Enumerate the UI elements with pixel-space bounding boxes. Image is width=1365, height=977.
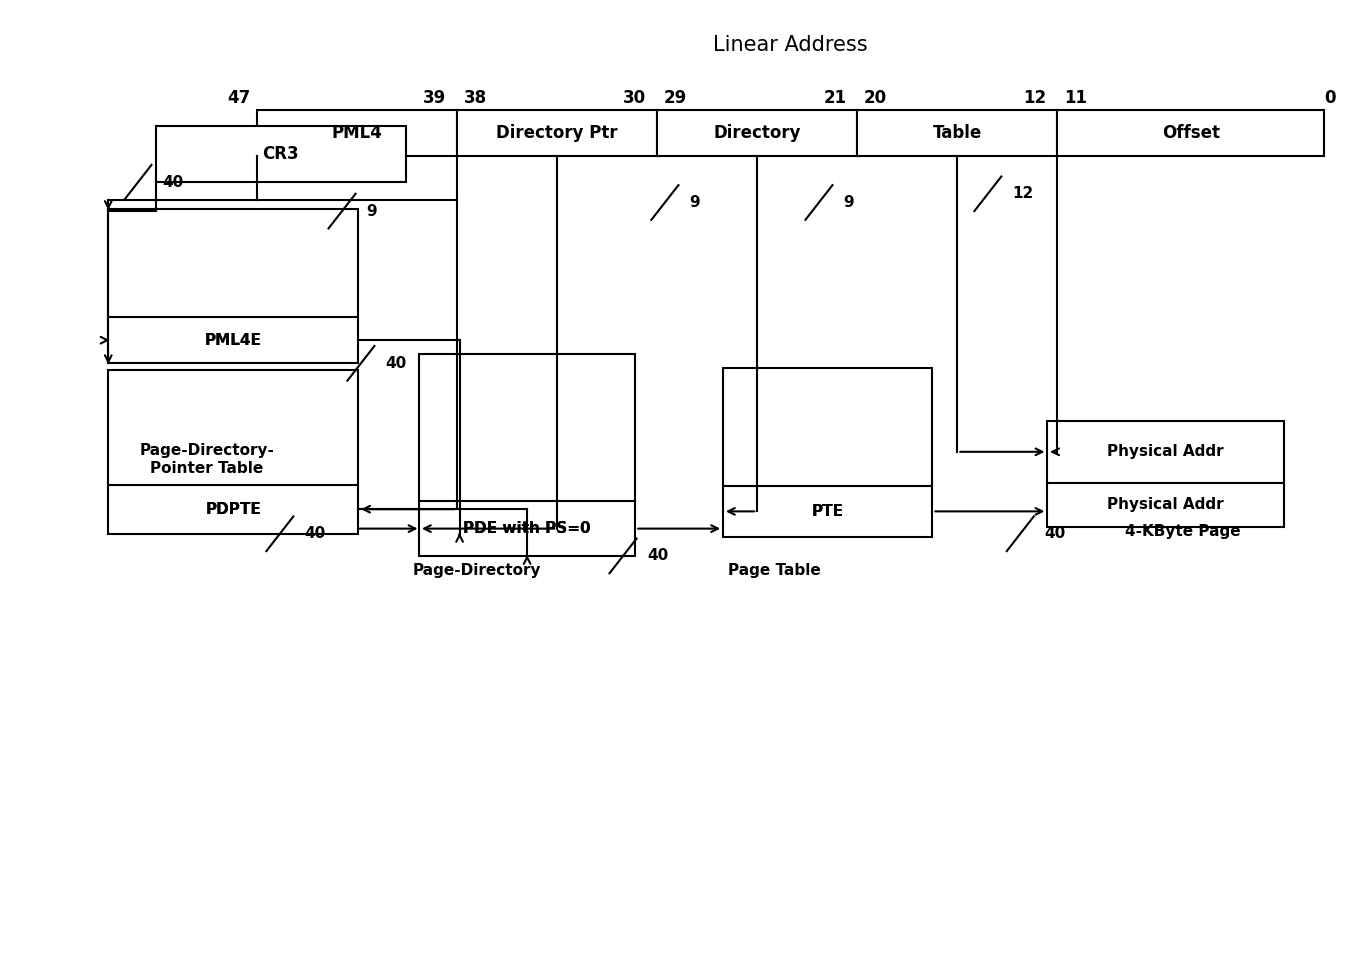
Text: 47: 47 <box>227 90 250 107</box>
Text: CR3: CR3 <box>262 146 299 163</box>
Text: 40: 40 <box>647 548 669 564</box>
Text: Table: Table <box>932 124 981 142</box>
Text: 40: 40 <box>385 356 407 371</box>
Text: 40: 40 <box>1044 527 1066 541</box>
Bar <box>457 110 657 156</box>
Bar <box>419 354 635 556</box>
Text: PDPTE: PDPTE <box>205 502 261 517</box>
Text: PML4E: PML4E <box>205 333 262 348</box>
Text: PML4: PML4 <box>332 124 382 142</box>
Text: Offset: Offset <box>1162 124 1220 142</box>
Text: 9: 9 <box>689 195 700 210</box>
Text: 12: 12 <box>1013 187 1033 201</box>
Text: PDPTE: PDPTE <box>205 502 261 517</box>
Text: Page Table: Page Table <box>728 563 820 577</box>
Text: PTE: PTE <box>812 504 844 519</box>
Text: 40: 40 <box>162 175 183 190</box>
Text: Page-Directory-
Pointer Table: Page-Directory- Pointer Table <box>139 444 274 476</box>
Bar <box>857 110 1058 156</box>
Text: 9: 9 <box>366 203 377 219</box>
Text: 4-KByte Page: 4-KByte Page <box>1125 525 1241 539</box>
Text: PTE: PTE <box>812 504 844 519</box>
Bar <box>108 370 358 533</box>
Text: Directory: Directory <box>714 124 801 142</box>
Text: 11: 11 <box>1065 90 1087 107</box>
Text: 9: 9 <box>844 195 854 210</box>
Text: 29: 29 <box>663 90 687 107</box>
Text: Physical Addr: Physical Addr <box>1107 445 1224 459</box>
Text: 12: 12 <box>1024 90 1047 107</box>
Bar <box>108 209 358 363</box>
Text: PDE with PS=0: PDE with PS=0 <box>463 521 591 536</box>
Text: Linear Address: Linear Address <box>714 35 868 56</box>
Text: 39: 39 <box>423 90 446 107</box>
Text: 30: 30 <box>624 90 647 107</box>
Bar <box>257 110 457 156</box>
Bar <box>657 110 857 156</box>
Text: 0: 0 <box>1324 90 1336 107</box>
Text: Directory Ptr: Directory Ptr <box>497 124 618 142</box>
Text: 38: 38 <box>464 90 487 107</box>
Text: Page-Directory: Page-Directory <box>412 563 542 577</box>
Bar <box>1047 421 1283 527</box>
Text: Physical Addr: Physical Addr <box>1107 497 1224 512</box>
Text: 40: 40 <box>304 527 325 541</box>
Bar <box>1058 110 1324 156</box>
Text: PML4E: PML4E <box>205 333 262 348</box>
Text: 21: 21 <box>823 90 846 107</box>
Bar <box>723 368 932 536</box>
Text: PDE with PS=0: PDE with PS=0 <box>463 521 591 536</box>
Bar <box>156 126 405 183</box>
Text: 20: 20 <box>864 90 887 107</box>
